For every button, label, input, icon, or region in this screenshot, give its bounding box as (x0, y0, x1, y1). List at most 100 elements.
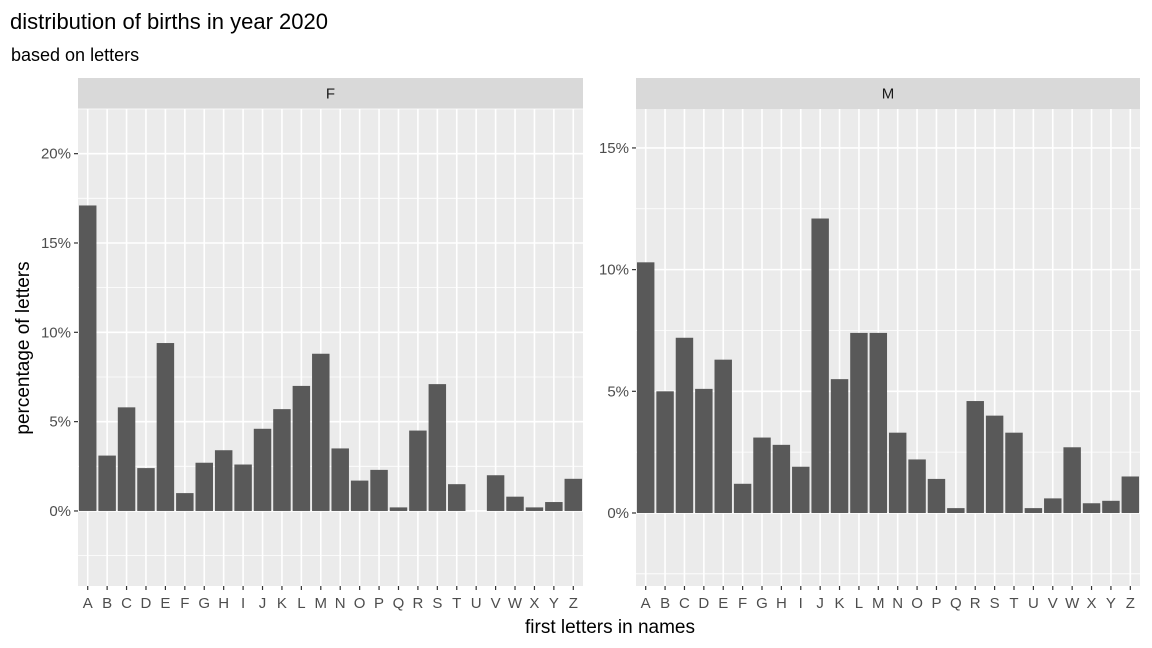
x-tick-label: V (491, 595, 501, 612)
bar-f-x (525, 507, 544, 511)
y-tick-label: 5% (49, 414, 71, 431)
x-tick-label: V (1048, 595, 1058, 612)
bar-f-n (331, 448, 349, 511)
bar-m-j (811, 218, 829, 513)
x-tick-label: P (931, 595, 941, 612)
x-axis-title: first letters in names (525, 617, 695, 638)
facet-strip-label: F (326, 86, 335, 103)
bar-m-v (1044, 498, 1062, 513)
x-tick-label: Q (950, 595, 962, 612)
bar-f-i (234, 464, 252, 511)
bar-m-f (733, 483, 752, 513)
x-tick-label: X (529, 595, 539, 612)
bar-f-c (117, 407, 136, 511)
x-tick-label: R (970, 595, 981, 612)
chart-subtitle: based on letters (11, 45, 139, 65)
bar-m-p (927, 478, 946, 513)
bar-m-k (830, 379, 849, 513)
bar-f-b (98, 455, 116, 511)
bar-m-y (1102, 500, 1120, 513)
bar-f-w (506, 496, 524, 511)
x-tick-label: S (990, 595, 1000, 612)
chart-title: distribution of births in year 2020 (10, 9, 328, 34)
bar-m-w (1063, 447, 1081, 513)
y-tick-label: 0% (607, 505, 629, 522)
x-tick-label: M (315, 595, 328, 612)
facet-strip (636, 78, 1140, 109)
bar-f-l (292, 385, 311, 511)
x-tick-label: C (679, 595, 690, 612)
bar-f-h (214, 450, 233, 511)
x-tick-label: B (660, 595, 670, 612)
bar-f-s (428, 384, 447, 511)
bar-f-g (195, 462, 213, 511)
x-tick-label: I (799, 595, 803, 612)
x-tick-label: N (892, 595, 903, 612)
y-tick-label: 15% (599, 140, 629, 157)
x-tick-label: I (241, 595, 245, 612)
x-tick-label: R (412, 595, 423, 612)
bar-m-h (772, 444, 791, 513)
y-tick-label: 5% (607, 383, 629, 400)
x-tick-label: E (718, 595, 728, 612)
x-tick-label: L (297, 595, 305, 612)
facet-panels: F0%5%10%15%20%A B C D E F G H I J K L M N O P Q R S T U V W X Y Z… (41, 78, 1140, 612)
bar-f-y (545, 502, 563, 511)
x-tick-label: Z (1126, 595, 1135, 612)
bar-f-a (78, 205, 97, 511)
bar-m-i (792, 466, 810, 513)
bar-m-r (966, 401, 984, 513)
bar-m-c (675, 337, 694, 513)
bar-m-x (1082, 503, 1101, 513)
x-tick-label: K (835, 595, 845, 612)
bar-m-b (656, 391, 674, 513)
bar-m-g (753, 437, 771, 513)
y-tick-label: 10% (41, 324, 71, 341)
x-tick-label: Q (393, 595, 405, 612)
facet-strip-label: M (882, 86, 895, 103)
x-tick-label: U (1028, 595, 1039, 612)
x-tick-label: H (776, 595, 787, 612)
x-tick-label: D (141, 595, 152, 612)
bar-m-n (888, 432, 907, 513)
x-tick-label: P (374, 595, 384, 612)
bar-f-e (156, 343, 175, 511)
x-tick-label: G (198, 595, 210, 612)
bar-f-t (448, 484, 466, 511)
x-tick-label: M (872, 595, 885, 612)
y-axis-title: percentage of letters (13, 261, 34, 434)
x-tick-label: T (452, 595, 461, 612)
x-tick-label: L (855, 595, 863, 612)
x-tick-label: N (335, 595, 346, 612)
bar-m-e (714, 359, 732, 513)
bar-f-o (350, 480, 369, 511)
facet-panel-f: F0%5%10%15%20%A B C D E F G H I J K L M N O P Q R S T U V W X Y Z (41, 78, 583, 612)
x-tick-label: O (911, 595, 923, 612)
x-tick-label: O (354, 595, 366, 612)
x-tick-label: D (698, 595, 709, 612)
bar-f-v (486, 475, 505, 511)
x-tick-label: B (102, 595, 112, 612)
bar-f-f (176, 493, 194, 511)
y-tick-label: 15% (41, 235, 71, 252)
facet-panel-m: M0%5%10%15%A B C D E F G H I J K L M N O P Q R S T U V W X Y Z (599, 78, 1140, 612)
x-tick-label: Y (549, 595, 559, 612)
x-tick-label: G (756, 595, 768, 612)
bar-f-q (389, 507, 408, 511)
bar-f-z (564, 478, 583, 511)
bar-m-u (1024, 508, 1043, 513)
bar-m-a (636, 262, 655, 513)
panel-background (636, 109, 1140, 586)
x-tick-label: J (259, 595, 267, 612)
y-tick-label: 10% (599, 262, 629, 279)
bar-m-s (985, 415, 1004, 513)
panel-background (78, 109, 583, 586)
bar-m-m (869, 332, 888, 513)
x-tick-label: C (121, 595, 132, 612)
bar-f-k (273, 409, 291, 511)
x-tick-label: F (180, 595, 189, 612)
bar-m-q (947, 508, 965, 513)
bar-m-z (1121, 476, 1140, 513)
x-tick-label: F (738, 595, 747, 612)
